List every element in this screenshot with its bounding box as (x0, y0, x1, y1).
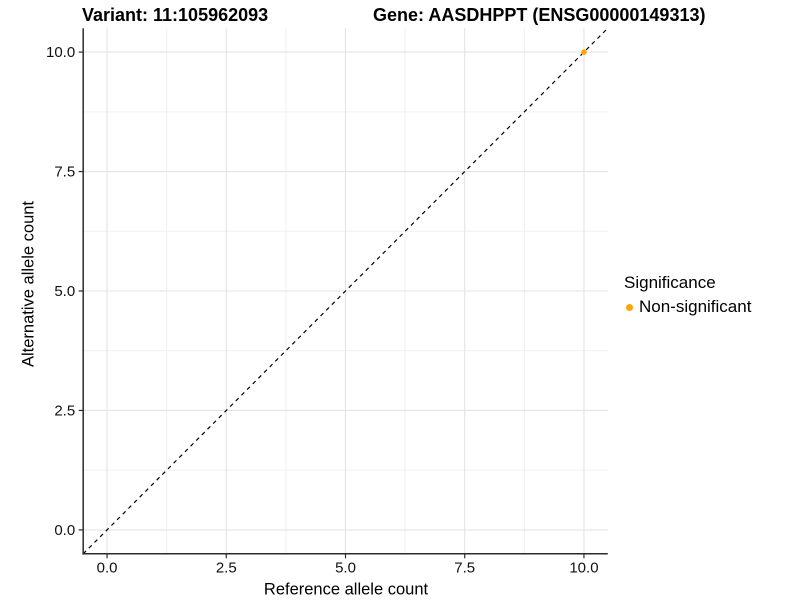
legend-item-label: Non-significant (639, 297, 752, 316)
x-tick-label: 0.0 (97, 559, 118, 576)
y-tick-label: 2.5 (54, 402, 75, 419)
x-axis-title: Reference allele count (263, 580, 429, 599)
legend-item-non-significant: Non-significant (624, 297, 751, 317)
legend-point-icon (626, 303, 633, 311)
y-tick-label: 0.0 (54, 522, 75, 539)
y-tick-label: 5.0 (54, 283, 75, 300)
x-tick-label: 7.5 (454, 559, 475, 576)
legend: Significance Non-significant (624, 273, 751, 317)
y-tick-label: 10.0 (46, 44, 75, 61)
x-tick-label: 2.5 (216, 559, 237, 576)
legend-title: Significance (624, 273, 716, 292)
y-axis-title: Alternative allele count (19, 200, 38, 368)
x-tick-label: 5.0 (335, 559, 356, 576)
identity-line (82, 27, 609, 555)
plot-title-gene: Gene: AASDHPPT (ENSG00000149313) (373, 5, 706, 25)
plot-title-variant: Variant: 11:105962093 (82, 5, 269, 25)
x-tick-label: 10.0 (569, 559, 598, 576)
data-point (581, 49, 587, 55)
y-tick-label: 7.5 (54, 164, 75, 181)
